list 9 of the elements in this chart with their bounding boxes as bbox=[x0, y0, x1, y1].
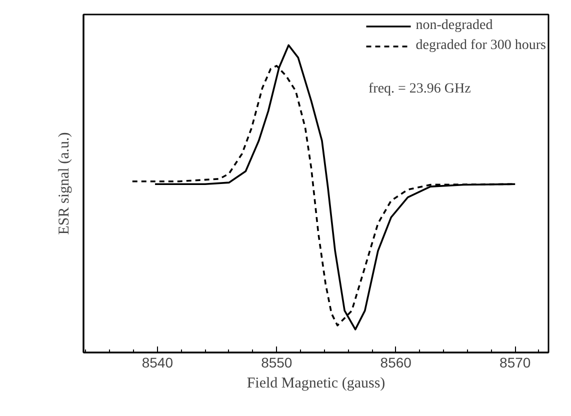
x-axis-title: Field Magnetic (gauss) bbox=[246, 376, 386, 392]
x-tick-label: 8540 bbox=[142, 354, 174, 370]
annotation: freq. = 23.96 GHz bbox=[368, 82, 471, 96]
x-tick-label: 8570 bbox=[500, 354, 531, 370]
legend-label: non-degraded bbox=[416, 18, 493, 34]
y-axis-title: ESR signal (a.u.) bbox=[56, 132, 72, 235]
legend-label: degraded for 300 hours bbox=[416, 38, 546, 54]
x-tick-label: 8550 bbox=[261, 354, 292, 370]
x-tick-label: 8560 bbox=[380, 354, 412, 370]
